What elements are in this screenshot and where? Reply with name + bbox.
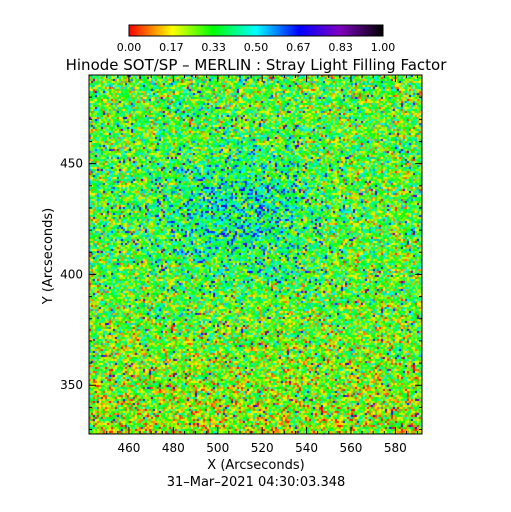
y-tick-label: 400: [60, 267, 83, 281]
colorbar-tick-label: 0.17: [159, 41, 184, 54]
x-axis-label: X (Arcseconds): [207, 458, 304, 473]
x-axis: 460 480 500 520 540 560 580: [106, 75, 419, 455]
colorbar-tick-label: 0.00: [117, 41, 142, 54]
colorbar-tick-label: 0.83: [328, 41, 353, 54]
y-axis-label: Y (Arcseconds): [41, 208, 56, 305]
colorbar-tick-label: 1.00: [371, 41, 396, 54]
timestamp: 31–Mar–2021 04:30:03.348: [167, 475, 346, 490]
colorbar-tick-label: 0.67: [286, 41, 311, 54]
plot-frame: [88, 74, 423, 435]
colorbar-tick-label: 0.50: [244, 41, 269, 54]
chart-title: Hinode SOT/SP – MERLIN : Stray Light Fil…: [66, 56, 448, 74]
colorbar-tick-labels: 0.00 0.17 0.33 0.50 0.67 0.83 1.00: [117, 41, 396, 54]
colorbar: [128, 24, 384, 37]
x-tick-label: 520: [251, 441, 274, 455]
x-tick-label: 540: [295, 441, 318, 455]
colorbar-tick-label: 0.33: [201, 41, 226, 54]
y-tick-label: 350: [60, 378, 83, 392]
heatmap-image: [89, 75, 422, 434]
y-axis: 350 400 450: [60, 74, 422, 431]
x-tick-label: 580: [384, 441, 407, 455]
x-tick-label: 460: [118, 441, 141, 455]
y-tick-label: 450: [60, 157, 83, 171]
x-tick-label: 500: [206, 441, 229, 455]
x-tick-label: 480: [162, 441, 185, 455]
x-tick-label: 560: [340, 441, 363, 455]
